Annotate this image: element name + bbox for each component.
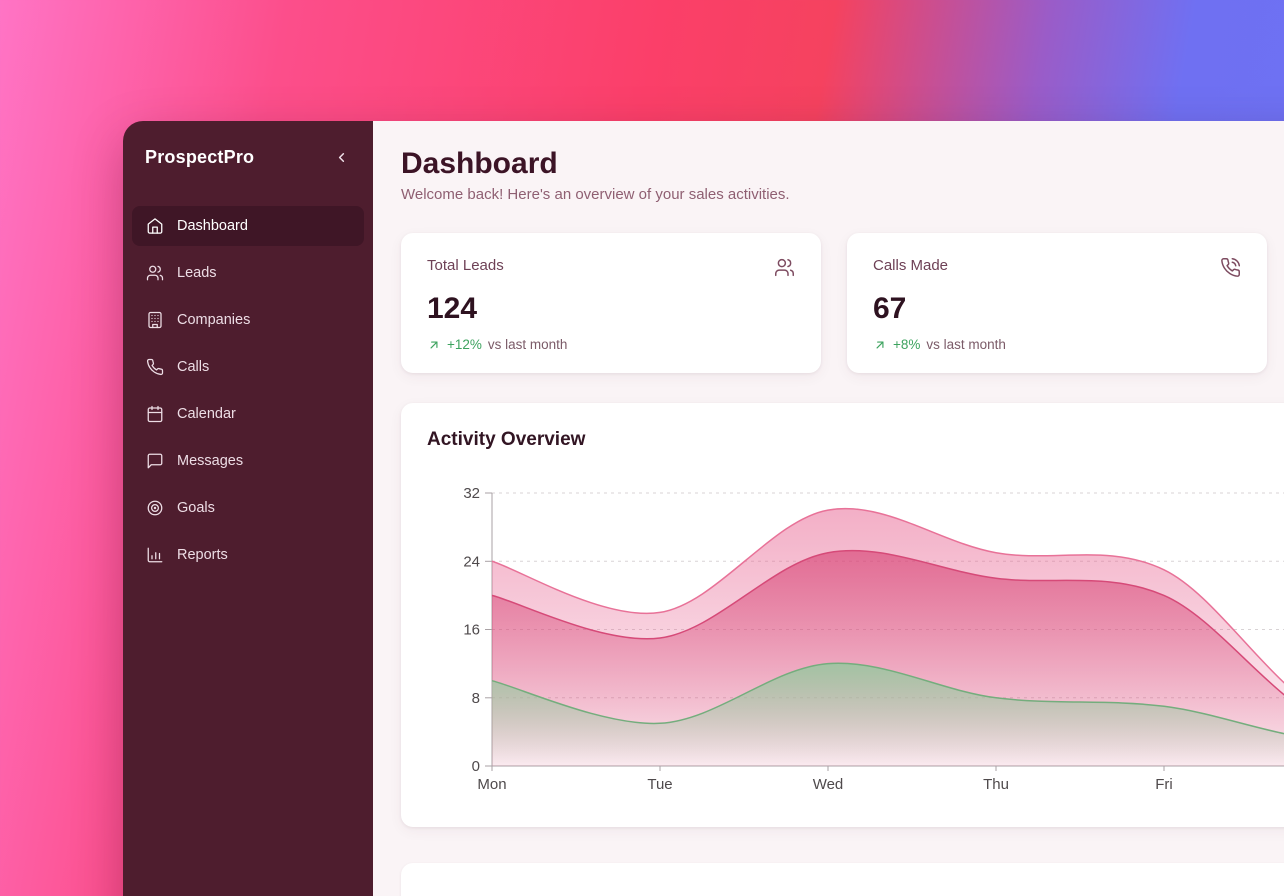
sidebar-item-label: Messages: [177, 453, 244, 469]
next-card-clipped: [401, 863, 1284, 896]
sidebar-item-label: Goals: [177, 500, 215, 516]
app-window: ProspectPro Dashboard Leads Companies Calls…: [123, 121, 1284, 896]
chart-title: Activity Overview: [427, 429, 586, 450]
sidebar-collapse-button[interactable]: [331, 148, 351, 168]
sidebar-item-label: Calls: [177, 359, 210, 375]
activity-area-chart: 08162432MonTueWedThuFriSatSun: [463, 485, 1284, 793]
sidebar-nav: Dashboard Leads Companies Calls Calendar Mess…: [123, 206, 373, 575]
sidebar-item-reports[interactable]: Reports: [132, 535, 364, 575]
users-icon: [146, 264, 164, 282]
sidebar-header: ProspectPro: [123, 121, 373, 168]
svg-text:24: 24: [463, 553, 480, 570]
stat-value: 124: [427, 292, 478, 325]
sidebar-item-calendar[interactable]: Calendar: [132, 394, 364, 434]
sidebar-item-messages[interactable]: Messages: [132, 441, 364, 481]
sidebar-item-calls[interactable]: Calls: [132, 347, 364, 387]
sidebar-item-label: Reports: [177, 547, 228, 563]
stat-trend: +8% vs last month: [873, 337, 1241, 352]
sidebar-item-leads[interactable]: Leads: [132, 253, 364, 293]
stat-trend: +12% vs last month: [427, 337, 795, 352]
message-square-icon: [146, 452, 164, 470]
sidebar: ProspectPro Dashboard Leads Companies Calls…: [123, 121, 373, 896]
stat-card-header: Calls Made: [873, 257, 1241, 283]
stat-value: 67: [873, 292, 907, 325]
target-icon: [146, 499, 164, 517]
building-icon: [146, 311, 164, 329]
svg-text:8: 8: [472, 690, 480, 707]
arrow-up-right-icon: [427, 338, 441, 352]
stat-delta: +12%: [447, 337, 482, 352]
stat-delta: +8%: [893, 337, 921, 352]
bar-chart-icon: [146, 546, 164, 564]
svg-text:Mon: Mon: [477, 776, 506, 793]
phone-call-icon: [1220, 257, 1241, 283]
users-icon: [774, 257, 795, 283]
svg-text:Thu: Thu: [983, 776, 1009, 793]
stat-label: Calls Made: [873, 257, 949, 274]
sidebar-item-label: Dashboard: [177, 218, 248, 234]
svg-text:0: 0: [472, 758, 480, 775]
stat-card-header: Total Leads: [427, 257, 795, 283]
sidebar-item-dashboard[interactable]: Dashboard: [132, 206, 364, 246]
sidebar-item-label: Companies: [177, 312, 251, 328]
stat-label: Total Leads: [427, 257, 504, 274]
svg-text:Wed: Wed: [813, 776, 844, 793]
page-title: Dashboard: [401, 147, 558, 180]
page-subtitle: Welcome back! Here's an overview of your…: [401, 186, 790, 203]
stat-delta-suffix: vs last month: [926, 337, 1006, 352]
stat-card-calls-made: Calls Made 67 +8% vs last month: [847, 233, 1267, 373]
sidebar-item-label: Calendar: [177, 406, 236, 422]
svg-text:32: 32: [463, 485, 480, 502]
calendar-icon: [146, 405, 164, 423]
home-icon: [146, 217, 164, 235]
main-content: Dashboard Welcome back! Here's an overvi…: [373, 121, 1284, 896]
app-logo-title: ProspectPro: [145, 147, 255, 167]
stat-card-total-leads: Total Leads 124 +12% vs last month: [401, 233, 821, 373]
svg-text:16: 16: [463, 622, 480, 639]
activity-overview-card: Activity Overview 0 8 16 24 32 Mon Tue Wed Thu Fr…: [401, 403, 1284, 827]
svg-text:Fri: Fri: [1155, 776, 1173, 793]
activity-chart: 08162432MonTueWedThuFriSatSun: [427, 469, 1284, 801]
stats-row: Total Leads 124 +12% vs last month Calls Mad…: [401, 233, 1284, 373]
phone-icon: [146, 358, 164, 376]
sidebar-item-label: Leads: [177, 265, 217, 281]
sidebar-item-companies[interactable]: Companies: [132, 300, 364, 340]
chevron-left-icon: [334, 150, 349, 165]
sidebar-item-goals[interactable]: Goals: [132, 488, 364, 528]
arrow-up-right-icon: [873, 338, 887, 352]
stat-delta-suffix: vs last month: [487, 337, 568, 352]
svg-text:Tue: Tue: [647, 776, 672, 793]
